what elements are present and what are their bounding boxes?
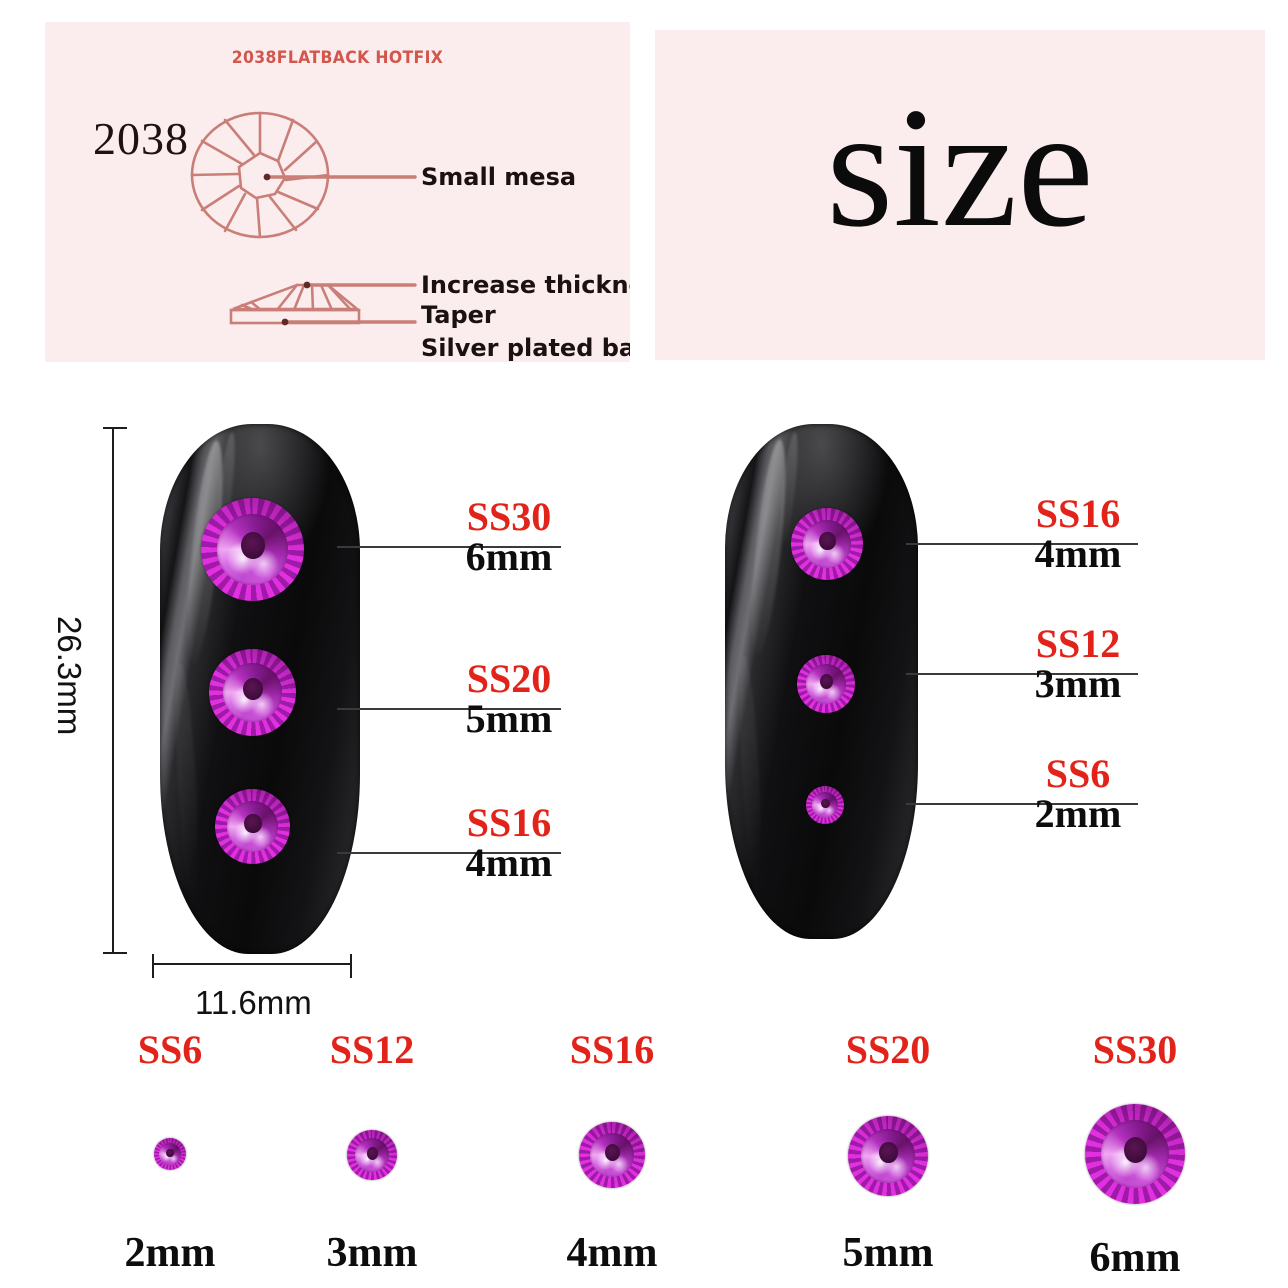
dimension-label-width: 11.6mm (195, 984, 312, 1021)
size-title: size (826, 73, 1094, 263)
swatch-ss20: SS20 5mm (808, 1026, 968, 1276)
swatch-gem (154, 1138, 186, 1175)
callout-taper: Taper (421, 301, 496, 329)
callout-mm-size: 5mm (465, 696, 553, 741)
swatch-ss-code: SS6 (137, 1027, 203, 1072)
swatch-mm-size: 4mm (566, 1230, 658, 1276)
callout-ss20: SS20 5mm (449, 656, 569, 741)
rhinestone-swatch (579, 1122, 645, 1188)
leader-line-ss30 (337, 546, 561, 548)
callout-ss16-right: SS16 4mm (1018, 491, 1138, 576)
rhinestone-ss12-right (797, 655, 855, 713)
gem-culet (604, 1143, 620, 1161)
callout-ss-code: SS12 (1035, 621, 1121, 666)
gem-culet (241, 531, 265, 559)
leader-dot (263, 173, 271, 181)
leader-line-ss20 (337, 708, 561, 710)
gem-culet (366, 1146, 378, 1160)
flatback-diagram: Small mesa Increase thickness Taper Silv… (190, 111, 630, 362)
callout-ss-code: SS16 (466, 800, 552, 845)
gem-culet (244, 813, 262, 834)
rhinestone-swatch (347, 1130, 397, 1180)
callout-ss16: SS16 4mm (449, 800, 569, 885)
rhinestone-swatch (1085, 1104, 1185, 1204)
rhinestone-ss16-right (791, 508, 863, 580)
leader-line-ss12-right (906, 673, 1138, 675)
size-title-panel: size (655, 30, 1265, 360)
swatch-mm-size: 6mm (1089, 1235, 1181, 1281)
callout-small-mesa: Small mesa (421, 163, 576, 191)
callout-increase-thickness: Increase thickness (421, 271, 630, 299)
gem-culet (819, 531, 836, 551)
swatch-mm-size: 3mm (326, 1230, 418, 1276)
leader-line-ss6-right (906, 803, 1138, 805)
product-code-2038: 2038 (93, 113, 189, 164)
swatch-ss-code: SS16 (569, 1027, 655, 1072)
swatch-ss-code: SS12 (329, 1027, 415, 1072)
swatch-ss-code: SS20 (845, 1027, 931, 1072)
swatch-ss6: SS6 2mm (90, 1026, 250, 1276)
swatch-gem (579, 1122, 645, 1193)
callout-ss6-right: SS6 2mm (1018, 751, 1138, 836)
rhinestone-ss30 (201, 498, 304, 601)
flatback-spec-panel: 2038FLATBACK HOTFIX 2038 (45, 22, 630, 362)
nail-gloss-highlight (736, 655, 766, 893)
disc-table-icon (237, 151, 287, 200)
callout-ss-code: SS16 (1035, 491, 1121, 536)
swatch-gem (848, 1116, 928, 1201)
nail-gloss-highlight (744, 438, 793, 657)
dimension-line-width (152, 954, 352, 978)
leader-dot (303, 281, 311, 289)
swatch-gem (1085, 1104, 1185, 1209)
rhinestone-swatch (848, 1116, 928, 1196)
gem-culet (166, 1148, 174, 1157)
callout-mm-size: 6mm (465, 534, 553, 579)
swatch-gem (347, 1130, 397, 1185)
callout-ss30: SS30 6mm (449, 494, 569, 579)
gem-culet (1124, 1137, 1147, 1163)
callout-ss-code: SS6 (1045, 751, 1111, 796)
panel-heading: 2038FLATBACK HOTFIX (231, 48, 444, 68)
swatch-mm-size: 2mm (124, 1230, 216, 1276)
rhinestone-ss6-right (806, 786, 844, 824)
rhinestone-ss20 (209, 649, 296, 736)
callout-silver-plated-base: Silver plated base (421, 334, 630, 362)
rhinestone-ss16 (215, 789, 290, 864)
gem-culet (819, 674, 833, 690)
gem-culet (820, 798, 830, 809)
gem-culet (879, 1142, 898, 1164)
callout-mm-size: 2mm (1034, 791, 1122, 836)
callout-mm-size: 4mm (465, 840, 553, 885)
rhinestone-swatch (154, 1138, 186, 1170)
nail-gloss-highlight (171, 662, 203, 907)
leader-line-ss16 (337, 852, 561, 854)
leader-line-ss16-right (906, 543, 1138, 545)
swatch-ss12: SS12 3mm (292, 1026, 452, 1276)
swatch-ss-code: SS30 (1092, 1027, 1178, 1072)
dimension-label-height: 26.3mm (51, 616, 88, 736)
callout-ss12-right: SS12 3mm (1018, 621, 1138, 706)
callout-mm-size: 4mm (1034, 531, 1122, 576)
swatch-mm-size: 5mm (842, 1230, 934, 1276)
swatch-ss16: SS16 4mm (532, 1026, 692, 1276)
leader-dot (281, 318, 289, 326)
dimension-line-height (103, 427, 127, 954)
callout-ss-code: SS30 (466, 494, 552, 539)
callout-ss-code: SS20 (466, 656, 552, 701)
swatch-ss30: SS30 6mm (1050, 1026, 1220, 1281)
gem-culet (242, 677, 263, 701)
callout-mm-size: 3mm (1034, 661, 1122, 706)
